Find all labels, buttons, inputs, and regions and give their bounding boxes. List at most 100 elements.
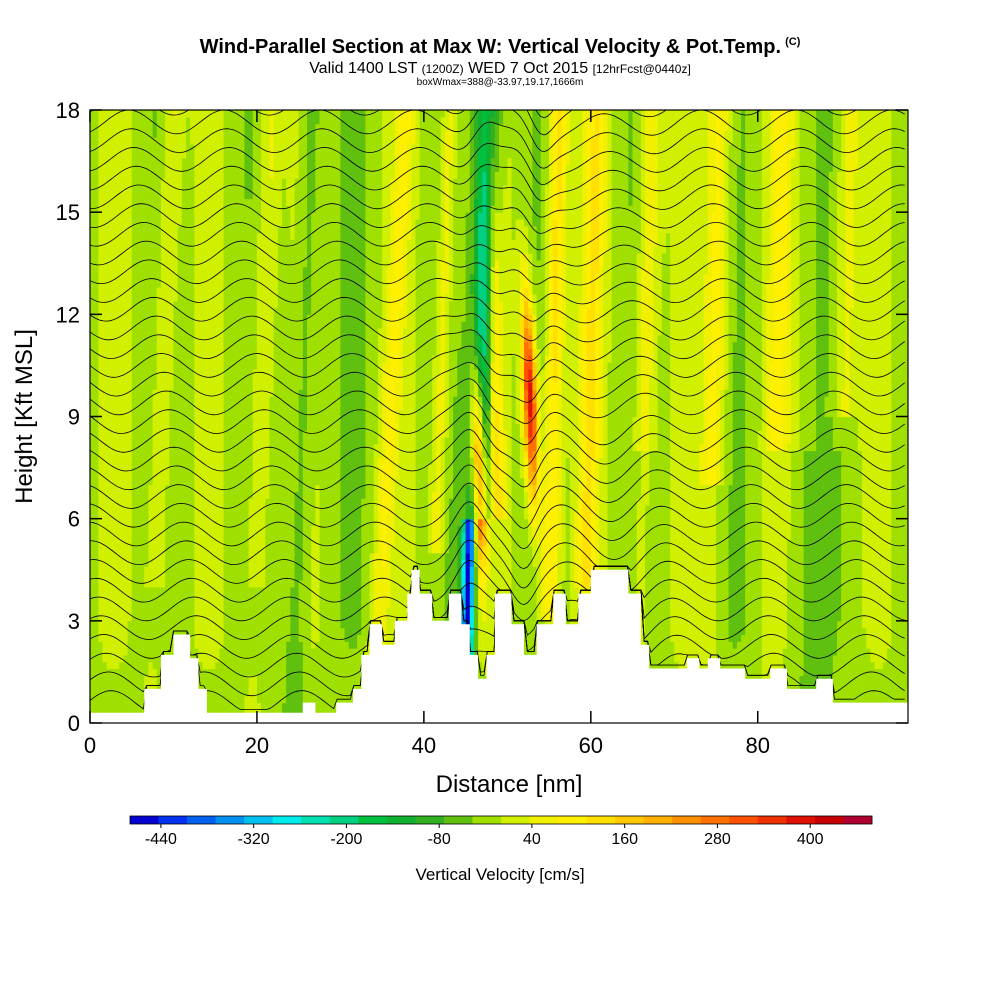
velocity-cell — [135, 246, 141, 254]
velocity-cell — [135, 321, 141, 329]
velocity-cell — [90, 225, 95, 234]
velocity-cell — [144, 593, 150, 601]
velocity-cell — [240, 423, 246, 431]
velocity-cell — [236, 239, 241, 247]
velocity-cell — [169, 307, 175, 315]
velocity-cell — [307, 246, 312, 254]
velocity-cell — [206, 314, 212, 322]
velocity-cell — [148, 443, 154, 452]
velocity-cell — [256, 457, 262, 465]
velocity-cell — [281, 307, 287, 315]
velocity-cell — [140, 123, 145, 132]
velocity-cell — [202, 409, 208, 418]
velocity-cell — [269, 682, 275, 690]
velocity-cell — [240, 184, 246, 193]
velocity-cell — [219, 505, 225, 513]
velocity-cell — [261, 375, 266, 384]
velocity-cell — [169, 539, 175, 547]
velocity-cell — [94, 137, 99, 145]
velocity-cell — [240, 232, 246, 241]
velocity-cell — [106, 511, 112, 520]
velocity-cell — [152, 321, 158, 329]
velocity-cell — [127, 518, 133, 527]
velocity-cell — [190, 525, 195, 533]
velocity-cell — [110, 355, 116, 363]
velocity-cell — [206, 573, 212, 581]
velocity-cell — [90, 205, 95, 213]
velocity-cell — [140, 321, 145, 329]
velocity-cell — [119, 287, 124, 295]
velocity-cell — [265, 675, 271, 683]
velocity-cell — [248, 348, 254, 356]
velocity-cell — [231, 688, 237, 697]
velocity-cell — [198, 484, 204, 493]
velocity-cell — [173, 218, 179, 227]
velocity-cell — [190, 184, 195, 193]
velocity-cell — [127, 198, 133, 206]
velocity-cell — [265, 321, 271, 329]
velocity-cell — [127, 389, 133, 397]
velocity-cell — [152, 327, 158, 336]
velocity-cell — [106, 273, 112, 281]
velocity-cell — [269, 654, 275, 663]
velocity-cell — [215, 661, 220, 670]
velocity-cell — [115, 396, 120, 404]
velocity-cell — [148, 505, 154, 513]
velocity-cell — [194, 539, 200, 547]
velocity-cell — [231, 607, 237, 615]
velocity-cell — [265, 402, 271, 411]
velocity-cell — [298, 396, 304, 404]
velocity-cell — [135, 525, 141, 533]
velocity-cell — [156, 144, 162, 152]
velocity-cell — [94, 130, 99, 138]
velocity-cell — [119, 362, 124, 370]
velocity-cell — [286, 409, 291, 418]
velocity-cell — [148, 341, 154, 349]
velocity-cell — [194, 648, 200, 656]
velocity-cell — [152, 307, 158, 315]
velocity-cell — [102, 321, 108, 329]
velocity-cell — [98, 634, 104, 642]
velocity-cell — [135, 266, 141, 275]
velocity-cell — [277, 116, 283, 125]
velocity-cell — [98, 110, 104, 118]
velocity-cell — [261, 130, 266, 138]
velocity-cell — [244, 525, 250, 533]
velocity-cell — [219, 212, 225, 220]
velocity-cell — [227, 212, 233, 220]
velocity-cell — [119, 396, 124, 404]
velocity-cell — [265, 198, 271, 206]
velocity-cell — [110, 498, 116, 506]
velocity-cell — [148, 409, 154, 418]
velocity-cell — [281, 130, 287, 138]
velocity-cell — [198, 552, 204, 561]
velocity-cell — [294, 382, 300, 390]
velocity-cell — [256, 566, 262, 574]
velocity-cell — [119, 232, 124, 241]
velocity-cell — [281, 457, 287, 465]
velocity-cell — [248, 436, 254, 445]
velocity-cell — [256, 259, 262, 268]
velocity-cell — [156, 212, 162, 220]
velocity-cell — [106, 246, 112, 254]
velocity-cell — [311, 368, 316, 377]
velocity-cell — [156, 668, 162, 676]
velocity-cell — [194, 634, 200, 642]
velocity-cell — [115, 402, 120, 411]
velocity-cell — [298, 682, 304, 690]
velocity-cell — [248, 402, 254, 411]
velocity-cell — [211, 137, 216, 145]
velocity-cell — [131, 321, 137, 329]
velocity-cell — [123, 218, 129, 227]
velocity-cell — [202, 661, 208, 670]
velocity-cell — [185, 559, 191, 567]
velocity-cell — [165, 614, 170, 622]
velocity-cell — [219, 259, 225, 268]
velocity-cell — [256, 648, 262, 656]
velocity-cell — [311, 198, 316, 206]
velocity-cell — [261, 225, 266, 234]
velocity-cell — [223, 484, 229, 493]
velocity-cell — [131, 110, 137, 118]
velocity-cell — [206, 702, 212, 710]
velocity-cell — [90, 430, 95, 438]
